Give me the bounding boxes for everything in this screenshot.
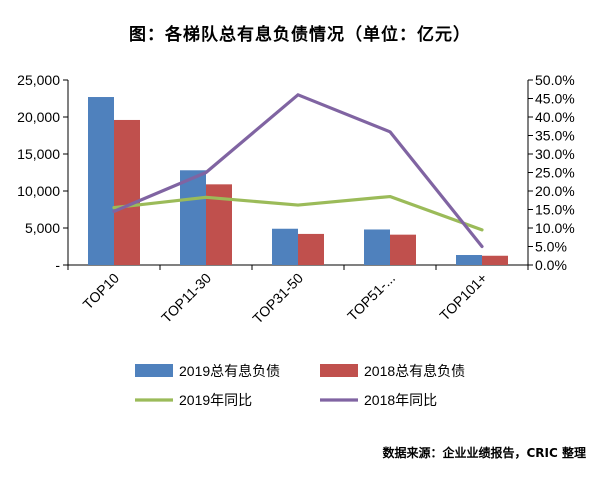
legend-swatch [320,364,358,377]
chart-title: 图：各梯队总有息负债情况（单位：亿元） [129,25,471,45]
y-right-tick-label: 50.0% [535,72,575,88]
bar-2019 [364,229,390,265]
legend-label: 2018年同比 [364,392,437,408]
source-note: 数据来源：企业业绩报告，CRIC 整理 [382,446,587,460]
lines-group [112,93,484,249]
y-right-tick-label: 10.0% [535,220,575,236]
series-line-2018 [112,93,484,249]
x-tick-label: TOP10 [80,270,123,313]
y-right-tick-label: 20.0% [535,183,575,199]
y-left-tick-label: 10,000 [17,183,60,199]
y-left-tick-label: 5,000 [25,220,60,236]
legend-swatch [135,364,173,377]
bar-2019 [88,97,114,266]
bar-2018 [298,233,324,265]
legend-label: 2018总有息负债 [364,363,465,379]
legend-label: 2019总有息负债 [179,363,280,379]
y-left-tick-label: - [55,257,60,273]
y-right-tick-label: 5.0% [535,239,567,255]
y-right-tick-label: 0.0% [535,257,567,273]
x-tick-label: TOP11-30 [158,270,214,326]
x-tick-label: TOP51-... [344,270,398,324]
y-right-tick-label: 45.0% [535,91,575,107]
y-right-tick-label: 25.0% [535,165,575,181]
bar-2018 [114,119,140,266]
x-tick-label: TOP101+ [436,270,490,324]
x-tick-labels: TOP10 TOP11-30 TOP31-50 TOP51-... TOP101+ [80,270,491,327]
y-left-tick-label: 15,000 [17,146,60,162]
bar-2019 [180,170,206,265]
legend-label: 2019年同比 [179,392,252,408]
chart-axes: - 5,000 10,000 15,000 20,000 25,000 0.0% 5.0% 10… [17,72,575,273]
y-right-tick-label: 35.0% [535,128,575,144]
series-line-2019 [112,194,484,232]
y-right-tick-label: 15.0% [535,202,575,218]
bar-2019 [272,228,298,265]
y-left-tick-label: 25,000 [17,72,60,88]
bar-2018 [390,234,416,265]
chart-legend: 2019总有息负债 2018总有息负债 2019年同比 2018年同比 [135,363,465,408]
bar-2019 [456,255,482,265]
bar-2018 [482,255,508,265]
bars-group [88,97,508,266]
y-left-tick-label: 20,000 [17,109,60,125]
y-right-tick-label: 40.0% [535,109,575,125]
x-tick-label: TOP31-50 [249,270,306,327]
y-right-tick-label: 30.0% [535,146,575,162]
